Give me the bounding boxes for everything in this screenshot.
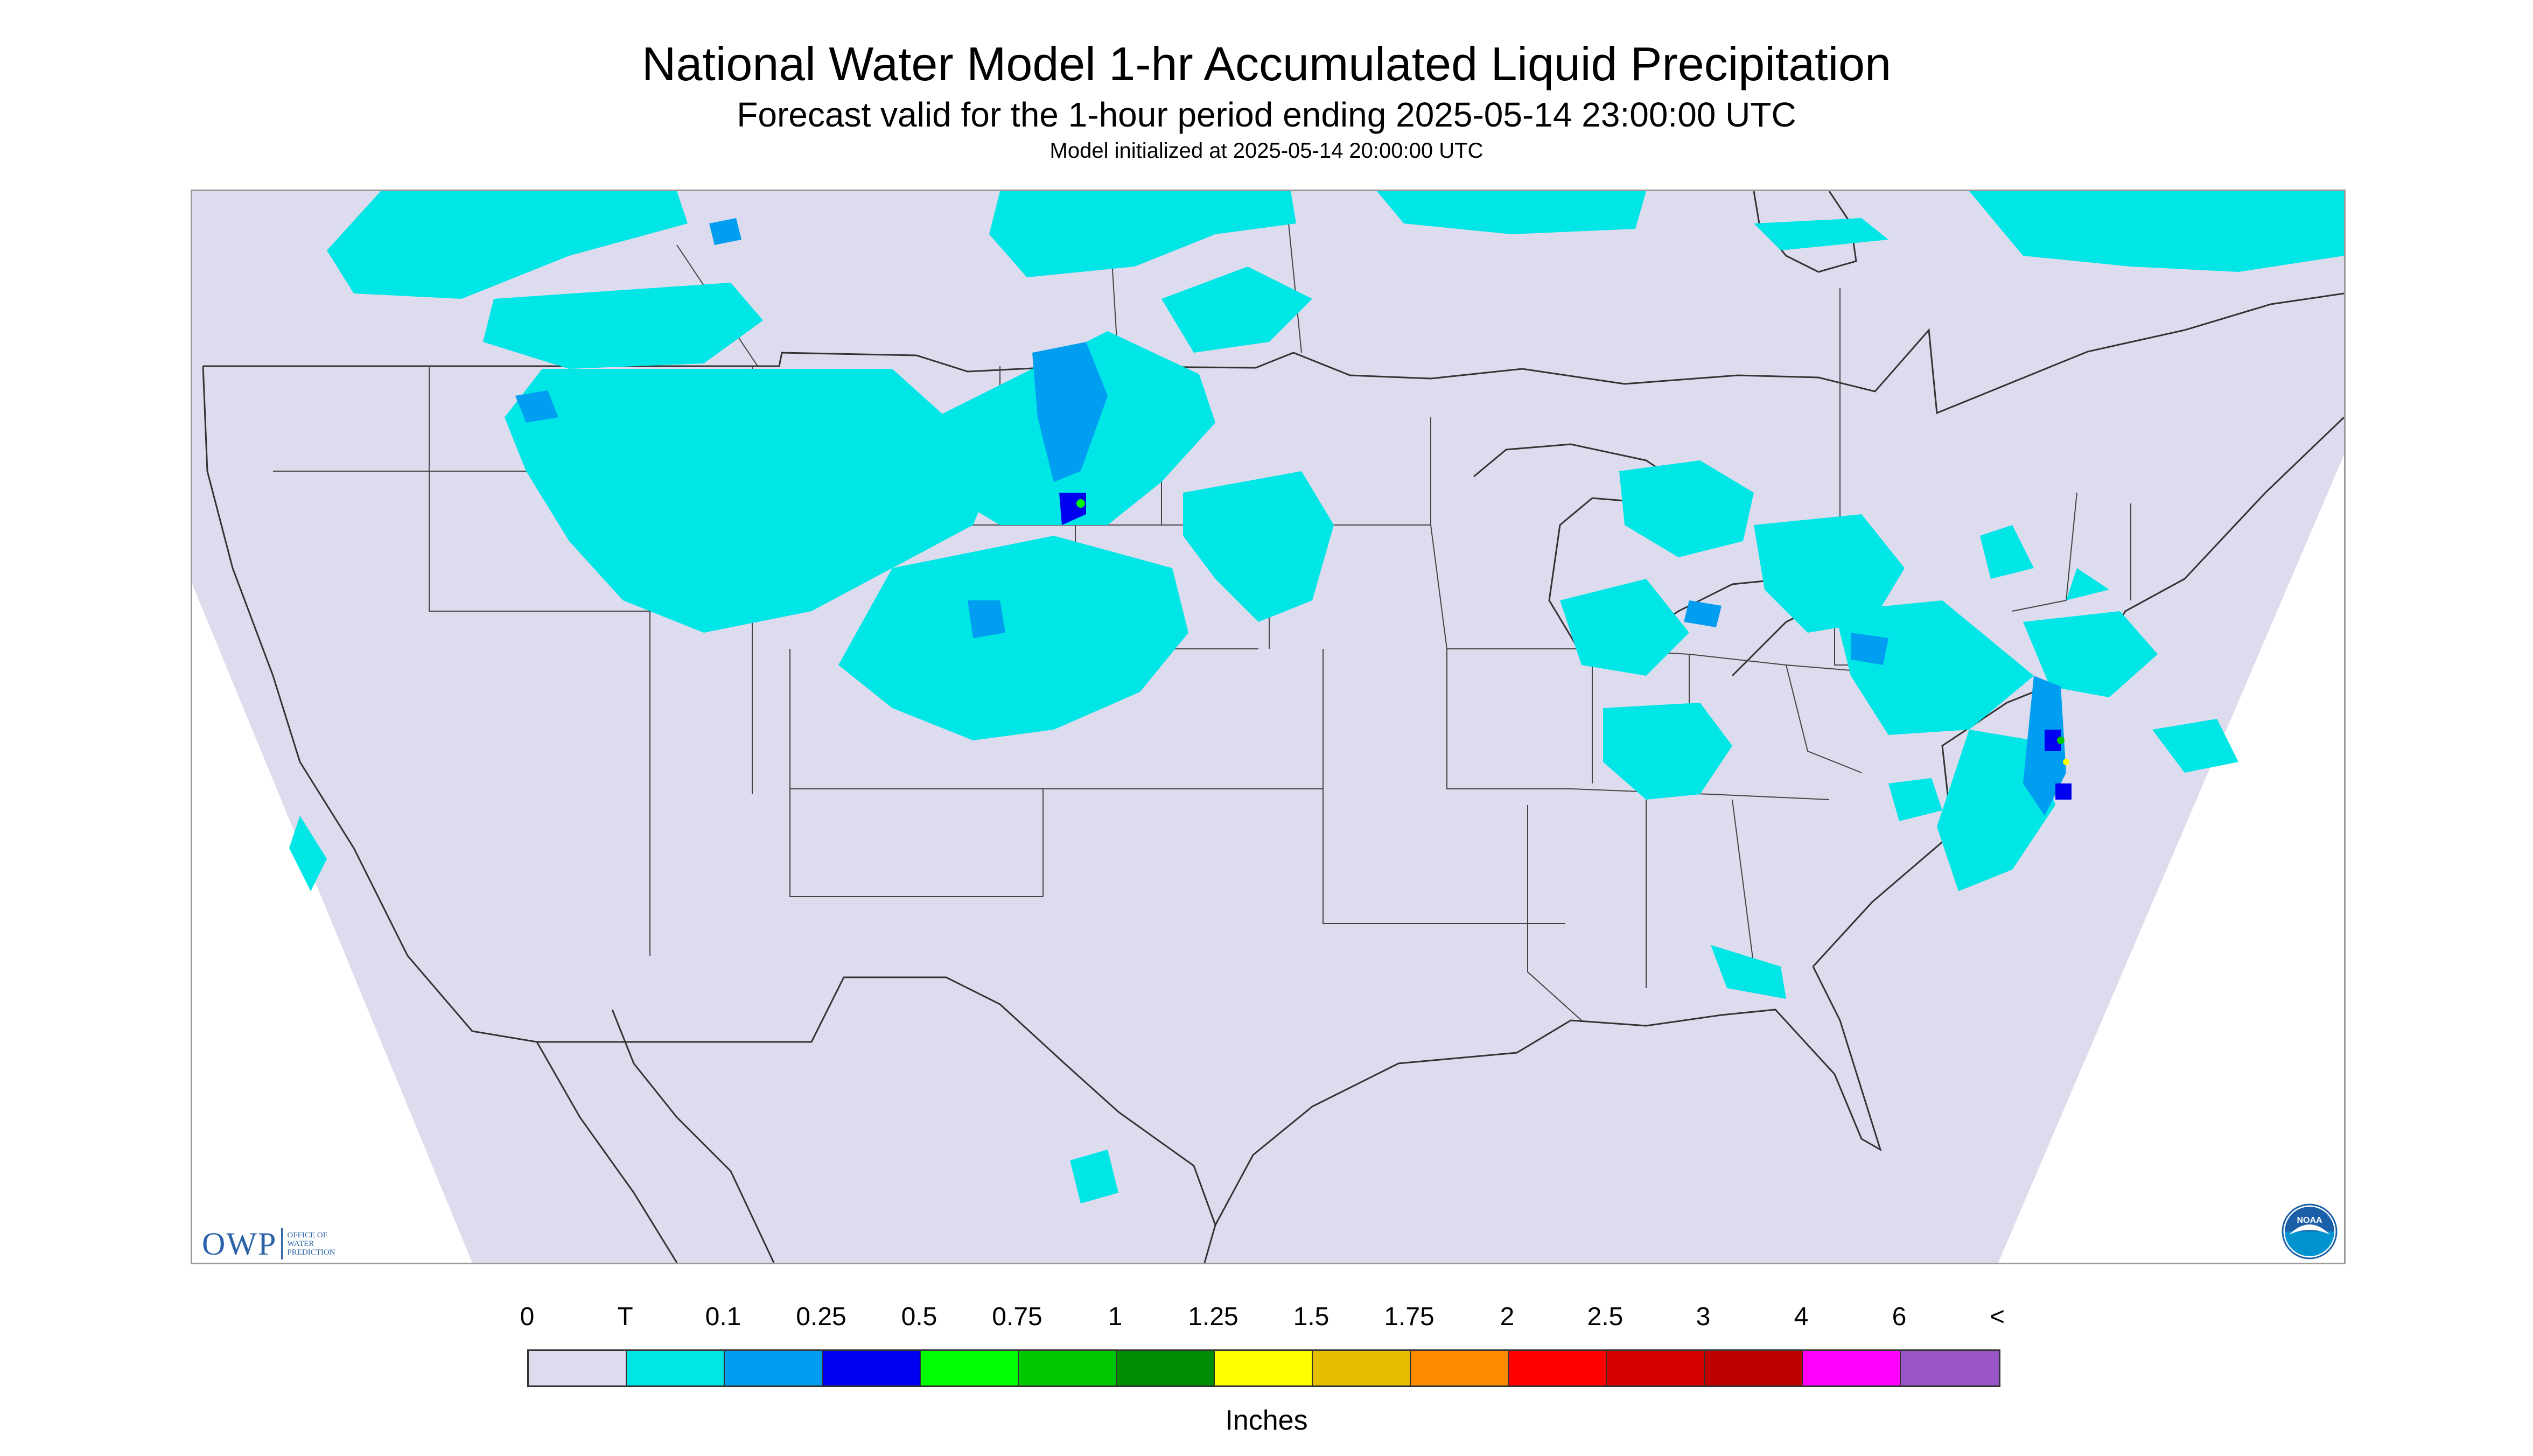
legend-tick-label: 0.5 bbox=[901, 1303, 937, 1331]
legend-tick-label: 2 bbox=[1500, 1303, 1515, 1331]
owp-logo-line: WATER bbox=[287, 1240, 314, 1248]
legend-units-label: Inches bbox=[1225, 1405, 1308, 1436]
owp-logo-divider bbox=[281, 1228, 283, 1259]
us-west-coast bbox=[202, 366, 537, 1043]
mexico-coast-east bbox=[1203, 1224, 1216, 1263]
owp-logo-letters: OWP bbox=[202, 1226, 277, 1262]
legend-tick-label: 0.25 bbox=[796, 1303, 846, 1331]
legend-swatch bbox=[1607, 1351, 1705, 1385]
legend-tick-label: 1.5 bbox=[1293, 1303, 1330, 1331]
mexico-coast-west bbox=[611, 1009, 775, 1263]
legend-tick-label: 1.75 bbox=[1384, 1303, 1435, 1331]
owp-logo-line: OFFICE OF bbox=[287, 1231, 327, 1240]
legend-swatch bbox=[627, 1351, 725, 1385]
legend-swatch bbox=[823, 1351, 921, 1385]
precip-heavy bbox=[1076, 499, 2069, 765]
legend-swatch bbox=[1117, 1351, 1215, 1385]
legend-swatch bbox=[1803, 1351, 1901, 1385]
model-init-note: Model initialized at 2025-05-14 20:00:00… bbox=[1049, 139, 1484, 163]
legend-tick-label: 2.5 bbox=[1587, 1303, 1624, 1331]
precipitation-map[interactable]: OWP OFFICE OF WATER PREDICTION NOAA bbox=[191, 190, 2346, 1264]
us-canada-border bbox=[203, 292, 2344, 415]
legend-tick-label: 3 bbox=[1696, 1303, 1711, 1331]
legend-swatch bbox=[1509, 1351, 1607, 1385]
legend-swatch bbox=[1705, 1351, 1803, 1385]
legend-tick-label: 0.1 bbox=[705, 1303, 741, 1331]
map-subtitle: Forecast valid for the 1-hour period end… bbox=[737, 95, 1796, 134]
legend-tick-label: 0 bbox=[520, 1303, 535, 1331]
legend-tick-label: 6 bbox=[1892, 1303, 1907, 1331]
precip-light bbox=[515, 218, 2066, 816]
legend-tick-labels: 0 T 0.1 0.25 0.5 0.75 1 1.25 1.5 1.75 2 2.5 3 4 6 < bbox=[0, 1302, 2533, 1334]
legend-tick-label: 4 bbox=[1794, 1303, 1809, 1331]
legend-tick-label: T bbox=[617, 1303, 633, 1331]
legend-tick-label: 1.25 bbox=[1188, 1303, 1238, 1331]
legend-swatch bbox=[1411, 1351, 1509, 1385]
precip-trace bbox=[289, 191, 2344, 1203]
legend-swatch bbox=[1019, 1351, 1117, 1385]
map-title: National Water Model 1-hr Accumulated Li… bbox=[641, 37, 1892, 90]
baja-coast bbox=[536, 1041, 678, 1263]
legend-swatch bbox=[529, 1351, 627, 1385]
legend-swatch bbox=[1215, 1351, 1313, 1385]
legend-colorbar bbox=[527, 1349, 2000, 1387]
owp-logo: OWP OFFICE OF WATER PREDICTION bbox=[202, 1226, 335, 1262]
legend-swatch bbox=[725, 1351, 823, 1385]
legend-tick-label: < bbox=[1989, 1303, 2005, 1331]
legend-swatch bbox=[1901, 1351, 1999, 1385]
owp-logo-line: PREDICTION bbox=[287, 1248, 335, 1257]
us-east-coast bbox=[1812, 416, 2344, 968]
noaa-seal-icon: NOAA bbox=[2282, 1203, 2338, 1259]
gulf-coast bbox=[1214, 966, 1882, 1226]
us-mexico-border bbox=[537, 976, 1216, 1226]
legend-swatch bbox=[921, 1351, 1019, 1385]
legend-tick-label: 0.75 bbox=[992, 1303, 1042, 1331]
owp-logo-subtitle: OFFICE OF WATER PREDICTION bbox=[287, 1231, 335, 1257]
map-canvas bbox=[192, 191, 2344, 1263]
noaa-seal-text: NOAA bbox=[2297, 1216, 2322, 1225]
legend-swatch bbox=[1313, 1351, 1411, 1385]
legend-tick-label: 1 bbox=[1108, 1303, 1123, 1331]
